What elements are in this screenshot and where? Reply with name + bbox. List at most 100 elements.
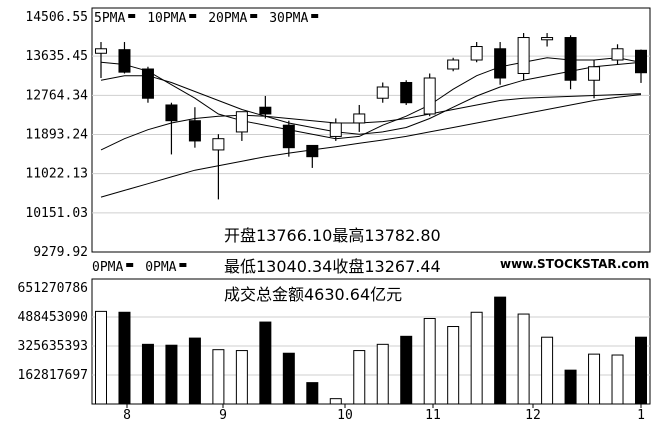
price-tick-label: 11893.24 bbox=[25, 127, 88, 142]
candle-body-down bbox=[118, 49, 131, 73]
volume-bar bbox=[611, 354, 624, 405]
x-tick-label: 12 bbox=[525, 408, 541, 421]
candlestick bbox=[95, 42, 107, 78]
volume-bar bbox=[235, 350, 248, 405]
volume-legend: 0PMA 0PMA bbox=[92, 260, 187, 275]
candlestick bbox=[118, 42, 131, 74]
candle-body-down bbox=[635, 49, 647, 74]
price-tick-label: 11022.13 bbox=[25, 167, 88, 182]
candle-body-up bbox=[329, 122, 342, 137]
candle-body-down bbox=[400, 81, 413, 104]
candle-body-up bbox=[353, 113, 366, 124]
volume-bar bbox=[494, 296, 507, 405]
x-tick-label: 8 bbox=[123, 408, 131, 421]
legend-label: 5PMA bbox=[94, 11, 125, 26]
candle-body-down bbox=[141, 68, 154, 99]
price-tick-label: 12764.34 bbox=[25, 88, 88, 103]
ma-line-30pma bbox=[100, 94, 642, 198]
volume-bar bbox=[376, 343, 389, 405]
candle-body-up bbox=[517, 37, 530, 74]
candle-body-down bbox=[165, 104, 178, 122]
candlestick bbox=[470, 42, 483, 63]
candlestick bbox=[494, 42, 507, 85]
candle-body-down bbox=[188, 120, 201, 142]
annotation-line-low-close: 最低13040.34收盘13267.44 bbox=[224, 257, 441, 276]
volume-bar bbox=[282, 352, 295, 405]
volume-bar bbox=[353, 350, 366, 405]
candlestick bbox=[376, 82, 389, 103]
ma-line-10pma bbox=[100, 61, 642, 135]
x-tick-label: 1 bbox=[637, 408, 645, 421]
volume-bar bbox=[470, 311, 483, 405]
candle-body-down bbox=[564, 37, 577, 81]
volume-bar bbox=[447, 326, 460, 405]
volume-bar bbox=[423, 318, 436, 405]
candle-body-up bbox=[611, 48, 624, 61]
legend-label: 10PMA bbox=[147, 11, 186, 26]
candle-body-up bbox=[470, 46, 483, 61]
volume-bar bbox=[95, 310, 107, 405]
ma-line-20pma bbox=[100, 93, 642, 151]
ohlc-annotation: 开盘13766.10最高13782.80 bbox=[224, 226, 441, 245]
candle-body-down bbox=[259, 106, 272, 115]
candlestick bbox=[635, 49, 647, 83]
candlestick bbox=[517, 33, 530, 81]
annotation-line-turnover: 成交总金额4630.64亿元 bbox=[224, 285, 402, 304]
candlestick bbox=[564, 35, 577, 90]
candle-body-up bbox=[588, 66, 601, 81]
candle-body-up bbox=[376, 86, 389, 99]
candlestick bbox=[541, 33, 554, 47]
volume-tick-label: 325635393 bbox=[18, 339, 88, 354]
volume-bar bbox=[141, 343, 154, 405]
candle-body-up bbox=[541, 37, 554, 41]
ma-line-5pma bbox=[100, 57, 642, 140]
volume-tick-label: 651270786 bbox=[18, 281, 88, 296]
x-tick-label: 10 bbox=[337, 408, 353, 421]
volume-bar bbox=[564, 369, 577, 405]
volume-bar bbox=[635, 336, 647, 405]
volume-bar bbox=[541, 336, 554, 405]
volume-bar bbox=[212, 349, 225, 405]
candlestick bbox=[400, 80, 413, 105]
volume-bar bbox=[588, 353, 601, 405]
candlestick bbox=[447, 57, 460, 72]
volume-bar bbox=[329, 398, 342, 405]
price-tick-label: 9279.92 bbox=[33, 245, 88, 260]
candlestick bbox=[259, 95, 272, 119]
annotation-line-open-high: 开盘13766.10最高13782.80 bbox=[224, 226, 441, 245]
volume-tick-label: 162817697 bbox=[18, 368, 88, 383]
candle-body-up bbox=[95, 48, 107, 54]
candle-body-down bbox=[306, 144, 319, 158]
volume-bar bbox=[400, 335, 413, 405]
candle-body-up bbox=[212, 138, 225, 151]
x-tick-label: 11 bbox=[425, 408, 441, 421]
candlestick bbox=[141, 66, 154, 103]
legend-swatch bbox=[128, 14, 136, 18]
candle-body-up bbox=[235, 111, 248, 133]
legend-swatch bbox=[250, 14, 258, 18]
candle-body-up bbox=[447, 59, 460, 70]
price-tick-label: 10151.03 bbox=[25, 206, 88, 221]
candle-body-down bbox=[494, 48, 507, 79]
candlestick bbox=[235, 111, 248, 141]
price-legend: 5PMA 10PMA 20PMA 30PMA bbox=[93, 9, 368, 26]
candlestick bbox=[212, 134, 225, 200]
candlestick bbox=[329, 118, 342, 141]
volume-bar bbox=[165, 344, 178, 405]
candlestick bbox=[423, 73, 436, 117]
volume-bar bbox=[306, 382, 319, 405]
watermark: www.STOCKSTAR.com bbox=[500, 257, 649, 271]
candlestick bbox=[611, 44, 624, 65]
volume-tick-label: 488453090 bbox=[18, 310, 88, 325]
candlestick bbox=[588, 60, 601, 99]
candle-body-down bbox=[282, 124, 295, 149]
volume-panel-frame bbox=[91, 278, 651, 405]
volume-bar bbox=[118, 311, 131, 405]
candle-body-up bbox=[423, 77, 436, 115]
volume-bar bbox=[188, 337, 201, 405]
legend-label: 20PMA bbox=[208, 11, 247, 26]
candlestick bbox=[188, 107, 201, 148]
legend-swatch bbox=[126, 263, 134, 267]
candlestick bbox=[165, 102, 178, 155]
